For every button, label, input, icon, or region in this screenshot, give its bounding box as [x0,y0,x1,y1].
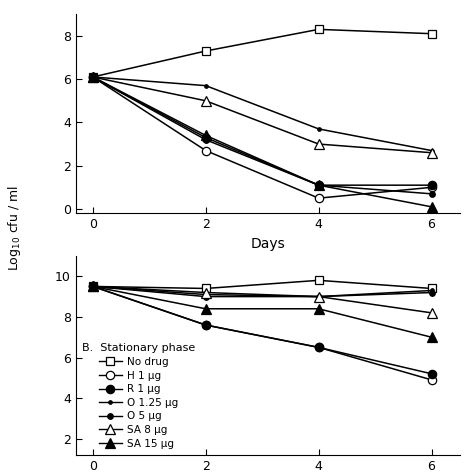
Text: Log$_{10}$ cfu / ml: Log$_{10}$ cfu / ml [6,184,23,271]
Legend: No drug, H 1 µg, R 1 µg, O 1.25 µg, O 5 µg, SA 8 µg, SA 15 µg: No drug, H 1 µg, R 1 µg, O 1.25 µg, O 5 … [81,342,196,450]
X-axis label: Days: Days [250,237,285,251]
